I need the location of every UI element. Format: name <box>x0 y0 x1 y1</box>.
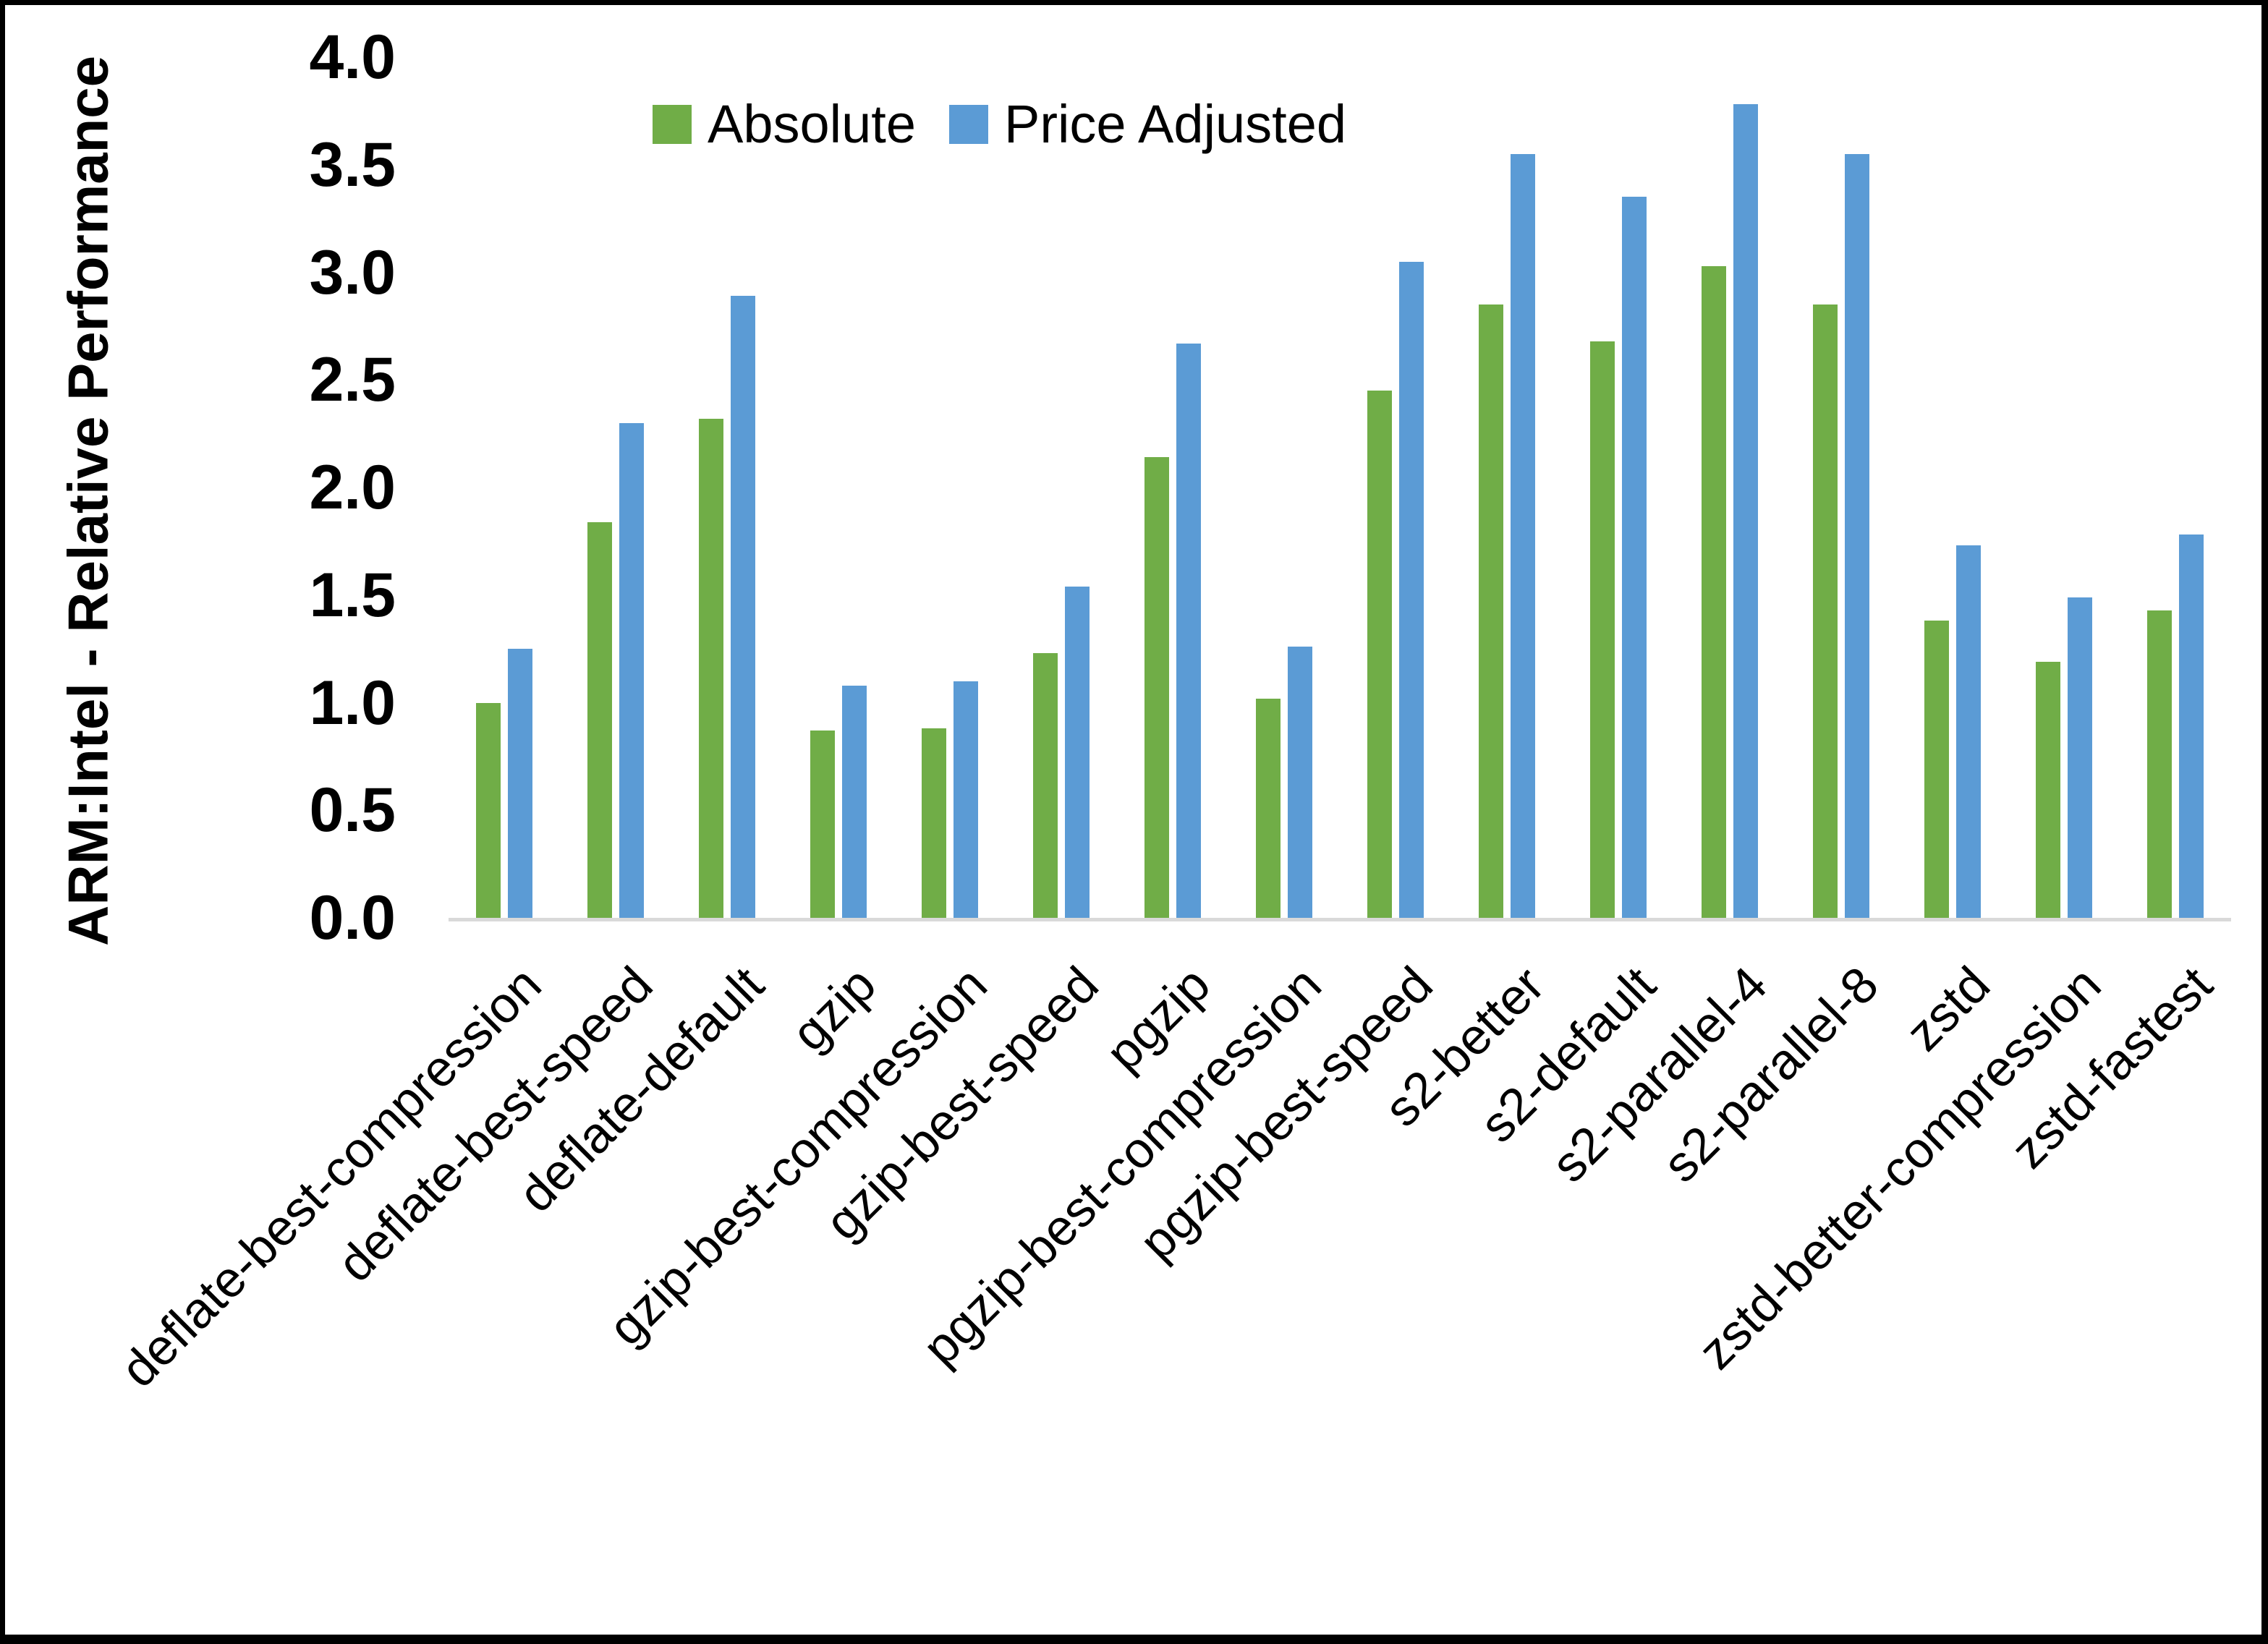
y-tick-label: 3.0 <box>309 237 396 307</box>
bar-price-adjusted-gzip-best-speed <box>1065 586 1090 918</box>
bar-absolute-deflate-best-speed <box>587 521 612 918</box>
legend-label-price-adjusted: Price Adjusted <box>1003 94 1347 154</box>
bar-absolute-zstd-better-compression <box>2036 661 2060 918</box>
bar-absolute-pgzip-best-speed <box>1367 391 1392 918</box>
bar-price-adjusted-s2-parallel-4 <box>1733 104 1758 918</box>
y-tick-label: 4.0 <box>309 22 396 92</box>
bar-price-adjusted-zstd-fastest <box>2179 534 2204 918</box>
bar-absolute-gzip-best-compression <box>922 728 946 918</box>
bar-absolute-deflate-default <box>699 418 723 918</box>
legend: Absolute Price Adjusted <box>653 93 1346 155</box>
bar-absolute-gzip-best-speed <box>1033 653 1058 918</box>
bar-price-adjusted-s2-default <box>1622 197 1647 918</box>
bar-price-adjusted-deflate-default <box>731 296 755 918</box>
bar-price-adjusted-deflate-best-compression <box>508 649 532 918</box>
bar-price-adjusted-gzip-best-compression <box>954 681 978 918</box>
bar-absolute-pgzip-best-compression <box>1256 698 1280 918</box>
y-tick-label: 0.0 <box>309 883 396 953</box>
category-label-deflate-best-compression: deflate-best-compression <box>109 955 552 1398</box>
legend-swatch-absolute <box>653 104 692 144</box>
bar-absolute-gzip <box>810 731 835 918</box>
bar-price-adjusted-zstd-better-compression <box>2068 597 2092 918</box>
bar-absolute-s2-better <box>1479 304 1503 918</box>
y-axis-title: ARM:Intel - Relative Performance <box>56 56 120 946</box>
bar-absolute-deflate-best-compression <box>476 702 501 918</box>
y-tick-label: 2.5 <box>309 345 396 415</box>
bar-absolute-pgzip <box>1144 457 1169 918</box>
bar-price-adjusted-pgzip-best-speed <box>1399 261 1424 918</box>
bar-price-adjusted-zstd <box>1956 545 1981 918</box>
bar-price-adjusted-s2-parallel-8 <box>1845 153 1869 918</box>
y-tick-label: 1.5 <box>309 560 396 630</box>
bar-absolute-zstd-fastest <box>2147 610 2172 918</box>
legend-swatch-price-adjusted <box>948 104 988 144</box>
y-tick-label: 3.5 <box>309 129 396 200</box>
bar-price-adjusted-gzip <box>842 685 867 918</box>
plot-area <box>449 57 2231 921</box>
y-tick-label: 1.0 <box>309 668 396 738</box>
legend-label-absolute: Absolute <box>708 94 916 154</box>
bar-price-adjusted-pgzip-best-compression <box>1288 647 1312 918</box>
bar-price-adjusted-s2-better <box>1511 153 1535 918</box>
legend-item-absolute: Absolute <box>653 93 916 155</box>
y-tick-label: 0.5 <box>309 775 396 846</box>
bar-absolute-s2-parallel-4 <box>1702 265 1726 918</box>
legend-item-price-adjusted: Price Adjusted <box>948 93 1347 155</box>
bar-price-adjusted-deflate-best-speed <box>619 422 644 918</box>
bar-price-adjusted-pgzip <box>1176 343 1201 918</box>
bar-absolute-zstd <box>1924 621 1949 918</box>
bar-absolute-s2-parallel-8 <box>1813 304 1838 918</box>
bar-absolute-s2-default <box>1590 341 1615 918</box>
y-tick-label: 2.0 <box>309 453 396 522</box>
